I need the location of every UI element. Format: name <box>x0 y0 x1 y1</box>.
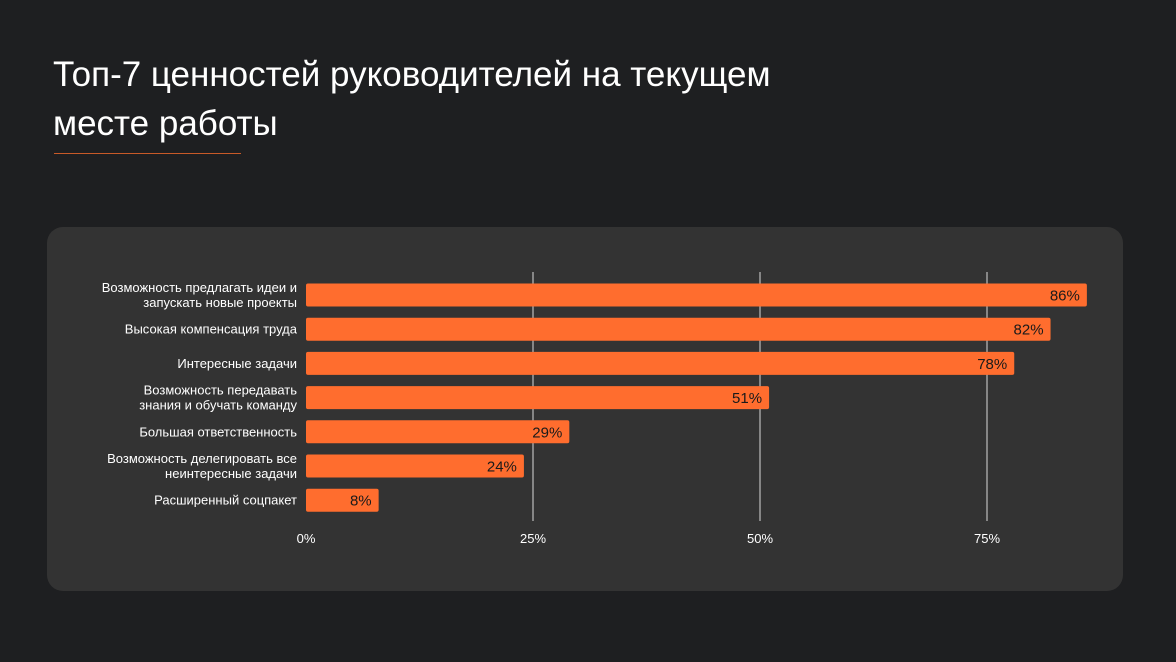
value-label: 29% <box>532 424 562 441</box>
x-tick-label: 75% <box>974 531 1000 546</box>
title-underline <box>54 153 241 154</box>
x-tick-label: 50% <box>747 531 773 546</box>
value-label: 82% <box>1014 322 1044 339</box>
bar <box>306 351 1015 375</box>
category-label: Расширенный соцпакет <box>154 493 297 508</box>
category-label: Возможность передавать <box>144 383 298 398</box>
value-label: 86% <box>1050 288 1080 305</box>
value-label: 8% <box>350 493 372 510</box>
x-tick-label: 25% <box>520 531 546 546</box>
category-label: знания и обучать команду <box>139 398 297 413</box>
value-label: 51% <box>732 390 762 407</box>
bar <box>306 283 1087 307</box>
category-label: запускать новые проекты <box>143 295 297 310</box>
title-line-2: месте работы <box>53 104 278 143</box>
bar <box>306 420 570 444</box>
category-label: неинтересные задачи <box>165 466 297 481</box>
category-label: Возможность предлагать идеи и <box>102 280 297 295</box>
bar <box>306 454 524 478</box>
bar <box>306 488 379 512</box>
category-label: Возможность делегировать все <box>107 451 297 466</box>
value-label: 78% <box>977 356 1007 373</box>
category-label: Высокая компенсация труда <box>125 322 298 337</box>
category-label: Интересные задачи <box>177 356 297 371</box>
page-title: Топ-7 ценностей руководителей на текущем… <box>53 50 771 148</box>
bar <box>306 386 770 410</box>
x-tick-label: 0% <box>297 531 316 546</box>
value-label: 24% <box>487 459 517 476</box>
category-label: Большая ответственность <box>139 424 297 439</box>
bar <box>306 317 1051 341</box>
title-line-1: Топ-7 ценностей руководителей на текущем <box>53 55 771 94</box>
